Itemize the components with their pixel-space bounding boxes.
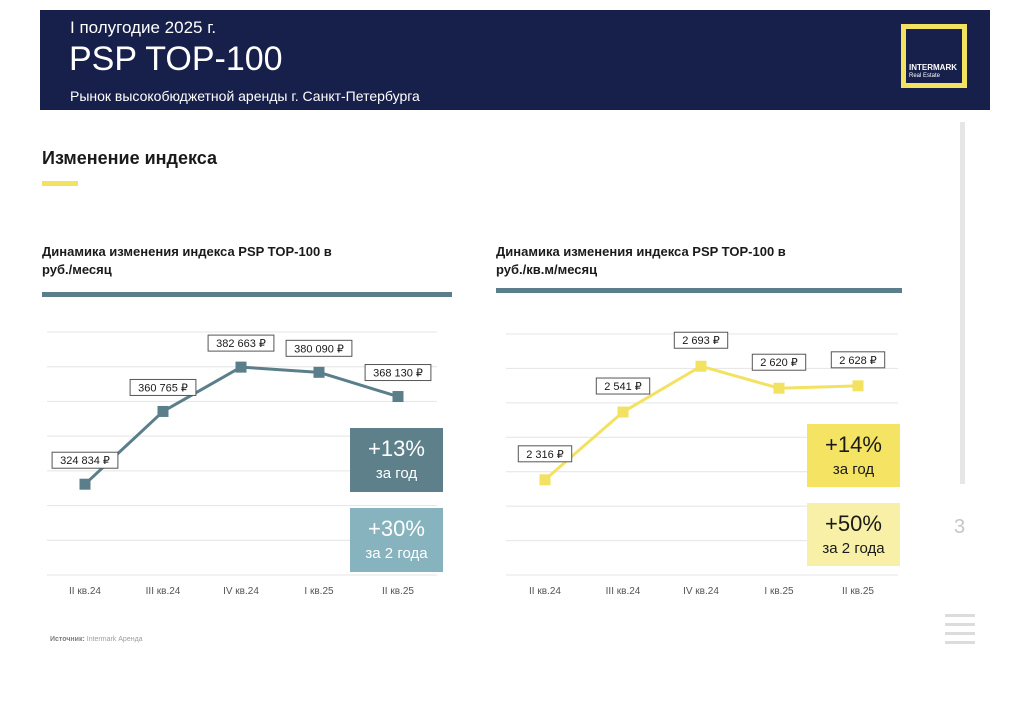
chart-1-badge-year-value: +13% [368,436,425,461]
page-number: 3 [954,516,966,538]
chart-2-badge-year-value: +14% [825,431,882,457]
chart-2-data-label-box-0 [517,445,573,463]
chart-2-title-line1: Динамика изменения индекса PSP TOP-100 в [496,244,786,259]
section-accent-line [42,181,78,186]
chart-1-point-2 [235,361,247,373]
chart-1-rule [42,292,452,297]
chart-2-badge-year: +14% за год [807,424,900,487]
chart-2-x-tick-0: II кв.24 [529,586,561,597]
report-period: I полугодие 2025 г. [70,18,217,37]
chart-2-badge-two-years-value: +50% [825,510,882,536]
chart-1-data-label-1: 360 765 ₽ [138,382,188,394]
chart-1-data-label-0: 324 834 ₽ [60,455,110,467]
chart-2-title: Динамика изменения индекса PSP TOP-100 в… [496,243,786,279]
chart-2-x-tick-2: IV кв.24 [683,586,719,597]
source-value: Intermark Аренда [86,636,143,643]
chart-2-data-label-1: 2 541 ₽ [604,381,642,393]
chart-1-badge-year: +13% за год [350,428,443,492]
chart-1-point-3 [313,366,325,378]
chart-1-data-label-box-0 [51,451,119,469]
chart-1-title-line1: Динамика изменения индекса PSP TOP-100 в [42,244,332,259]
section-title: Изменение индекса [42,148,217,168]
chart-1-data-label-box-2 [207,334,275,352]
chart-2-point-2 [695,360,707,372]
chart-2-x-tick-4: II кв.25 [842,586,874,597]
chart-1-data-label-3: 380 090 ₽ [294,343,344,355]
chart-1-data-label-box-1 [129,378,197,396]
page-title: PSP TOP-100 [69,40,283,78]
chart-2-x-tick-1: III кв.24 [606,586,641,597]
chart-2-data-label-2: 2 693 ₽ [682,335,720,347]
chart-1-badge-two-years-value: +30% [368,516,425,541]
chart-1-badge-two-years: +30% за 2 года [350,508,443,572]
intermark-logo: INTERMARK Real Estate [901,24,967,88]
chart-2-point-1 [617,406,629,418]
chart-1-x-tick-2: IV кв.24 [223,586,259,597]
source-label: Источник: [50,636,85,643]
chart-2-rule [496,288,902,293]
chart-2-point-0 [539,474,551,486]
chart-2-badge-two-years: +50% за 2 года [807,503,900,566]
page-subtitle: Рынок высокобюджетной аренды г. Санкт-Пе… [70,88,420,104]
chart-2-x-tick-3: I кв.25 [764,586,794,597]
logo-inner: INTERMARK Real Estate [906,29,962,83]
chart-1-x-tick-0: II кв.24 [69,586,101,597]
chart-1-x-tick-4: II кв.25 [382,586,414,597]
logo-name: INTERMARK [909,63,957,72]
chart-2-badge-two-years-label: за 2 года [822,539,885,557]
chart-1-badge-year-label: за год [375,465,418,482]
chart-2-data-label-box-3 [751,353,807,371]
chart-1-title-line2: руб./месяц [42,262,112,277]
chart-2-data-label-box-2 [673,331,729,349]
chart-1-data-label-box-3 [285,339,353,357]
chart-2-data-label-0: 2 316 ₽ [526,449,564,461]
chart-2-data-label-box-4 [830,351,886,369]
chart-2-point-4 [852,380,864,392]
chart-2-badge-year-label: за год [832,460,875,478]
chart-1-data-label-2: 382 663 ₽ [216,338,266,350]
source-note: Источник: Intermark Аренда [50,636,143,643]
chart-1-data-label-box-4 [364,364,432,382]
logo-sub: Real Estate [909,73,941,79]
scrollbar[interactable] [960,122,965,484]
chart-2-data-label-4: 2 628 ₽ [839,355,877,367]
chart-1-x-tick-3: I кв.25 [304,586,334,597]
chart-1-title: Динамика изменения индекса PSP TOP-100 в… [42,243,332,279]
chart-2-title-line2: руб./кв.м/месяц [496,262,598,277]
chart-2-point-3 [773,382,785,394]
chart-1-point-0 [79,478,91,490]
chart-2-data-label-box-1 [595,377,651,395]
chart-1-x-tick-1: III кв.24 [146,586,181,597]
chart-1-data-label-4: 368 130 ₽ [373,368,423,380]
chart-2-data-label-3: 2 620 ₽ [760,357,798,369]
chart-1-badge-two-years-label: за 2 года [365,545,428,562]
chart-1-point-4 [392,391,404,403]
chart-1-point-1 [157,405,169,417]
menu-icon[interactable] [945,614,975,644]
header-banner: I полугодие 2025 г. PSP TOP-100 Рынок вы… [40,10,990,110]
